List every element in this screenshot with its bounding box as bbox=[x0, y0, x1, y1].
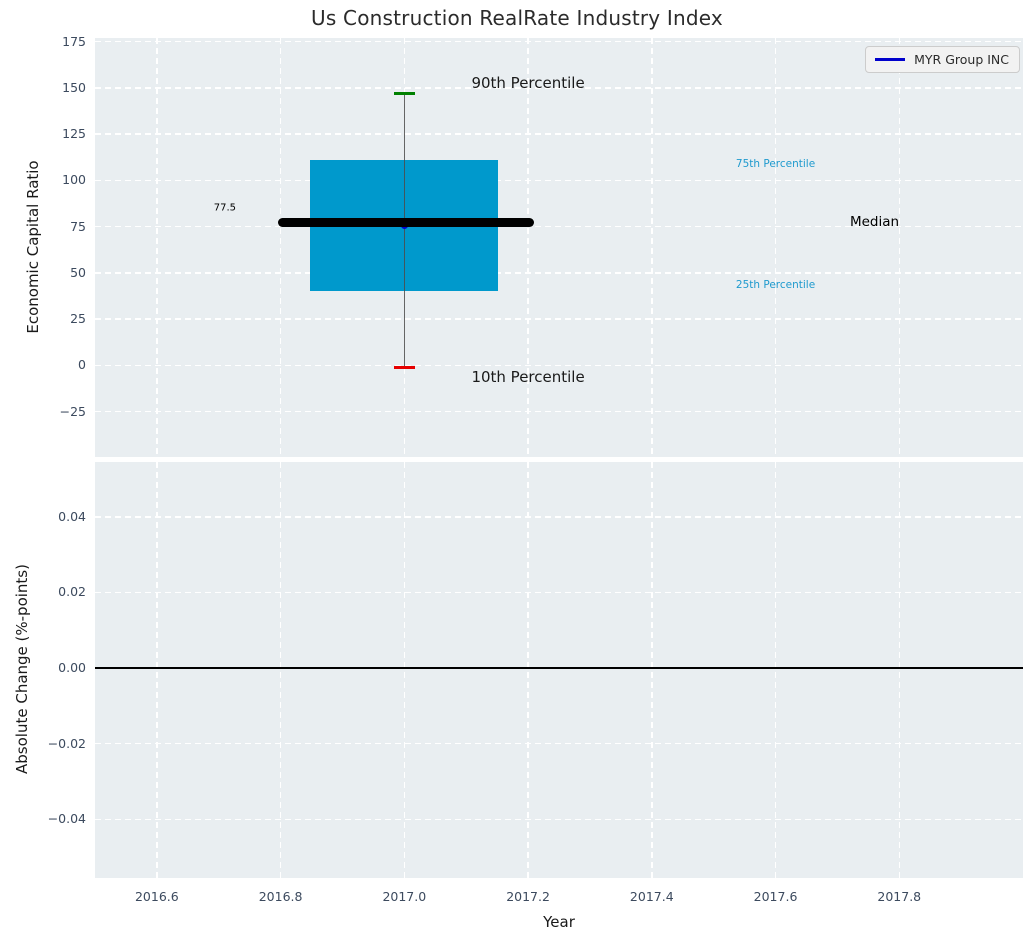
gridline-horizontal bbox=[95, 742, 1023, 745]
gridline-vertical bbox=[156, 38, 158, 457]
annotation: 10th Percentile bbox=[471, 367, 585, 386]
y-tick-label: −0.02 bbox=[47, 735, 86, 751]
y-tick-label: 0.02 bbox=[58, 584, 86, 600]
gridline-vertical bbox=[279, 462, 282, 878]
gridline-vertical bbox=[403, 462, 406, 878]
gridline-vertical bbox=[898, 38, 901, 457]
y-tick-label: 25 bbox=[70, 311, 86, 327]
annotation: 77.5 bbox=[213, 202, 237, 214]
gridline-horizontal bbox=[95, 87, 1023, 89]
legend-line-swatch bbox=[875, 58, 906, 61]
gridline-horizontal bbox=[95, 133, 1023, 135]
gridline-horizontal bbox=[95, 225, 1023, 228]
gridline-vertical bbox=[774, 462, 777, 878]
gridline-vertical bbox=[527, 38, 529, 457]
zero-line bbox=[95, 667, 1023, 669]
x-tick-label: 2017.4 bbox=[629, 889, 674, 904]
x-tick-label: 2016.8 bbox=[258, 889, 303, 904]
whisker-line bbox=[403, 93, 406, 368]
y-tick-label: 175 bbox=[62, 33, 86, 49]
x-axis-label: Year bbox=[543, 913, 575, 931]
median-line bbox=[277, 217, 535, 227]
legend: MYR Group INC bbox=[865, 46, 1020, 73]
legend-label: MYR Group INC bbox=[914, 52, 1009, 67]
gridline-vertical bbox=[156, 462, 158, 878]
gridline-horizontal bbox=[95, 410, 1023, 413]
gridline-horizontal bbox=[95, 40, 1023, 43]
gridline-horizontal bbox=[95, 179, 1023, 182]
y-axis-label-top: Economic Capital Ratio bbox=[24, 159, 42, 334]
cap-90th-percentile bbox=[393, 92, 415, 95]
y-tick-label: 0.00 bbox=[58, 660, 86, 676]
cap-10th-percentile bbox=[393, 365, 415, 369]
gridline-vertical bbox=[898, 462, 901, 878]
gridline-vertical bbox=[279, 38, 282, 457]
gridline-horizontal bbox=[95, 272, 1023, 274]
y-tick-label: 125 bbox=[62, 126, 86, 142]
x-tick-label: 2017.0 bbox=[382, 889, 427, 904]
gridline-horizontal bbox=[95, 591, 1023, 594]
y-tick-label: 0.04 bbox=[58, 508, 86, 524]
panel-absolute-change bbox=[95, 462, 1023, 878]
x-tick-label: 2017.8 bbox=[877, 889, 922, 904]
y-tick-label: −25 bbox=[59, 403, 86, 419]
gridline-horizontal bbox=[95, 516, 1023, 518]
gridline-horizontal bbox=[95, 364, 1023, 367]
annotation: 25th Percentile bbox=[735, 278, 816, 291]
y-tick-label: 150 bbox=[62, 79, 86, 95]
y-tick-label: 50 bbox=[70, 264, 86, 280]
annotation: Median bbox=[849, 214, 900, 231]
gridline-vertical bbox=[651, 462, 653, 878]
chart-title: Us Construction RealRate Industry Index bbox=[311, 6, 723, 30]
gridline-horizontal bbox=[95, 818, 1023, 821]
y-tick-label: 75 bbox=[70, 218, 86, 234]
panel-economic-capital-ratio: MYR Group INC 90th Percentile 10th Percen… bbox=[95, 38, 1023, 457]
y-tick-label: 100 bbox=[62, 172, 86, 188]
y-tick-label: −0.04 bbox=[47, 811, 86, 827]
gridline-vertical bbox=[651, 38, 653, 457]
y-tick-label: 0 bbox=[78, 357, 86, 373]
x-tick-label: 2017.6 bbox=[753, 889, 798, 904]
x-tick-label: 2017.2 bbox=[506, 889, 550, 904]
gridline-vertical bbox=[774, 38, 777, 457]
annotation: 90th Percentile bbox=[471, 74, 585, 93]
annotation: 75th Percentile bbox=[735, 157, 816, 170]
x-tick-label: 2016.6 bbox=[134, 889, 179, 904]
gridline-horizontal bbox=[95, 318, 1023, 320]
gridline-vertical bbox=[527, 462, 529, 878]
